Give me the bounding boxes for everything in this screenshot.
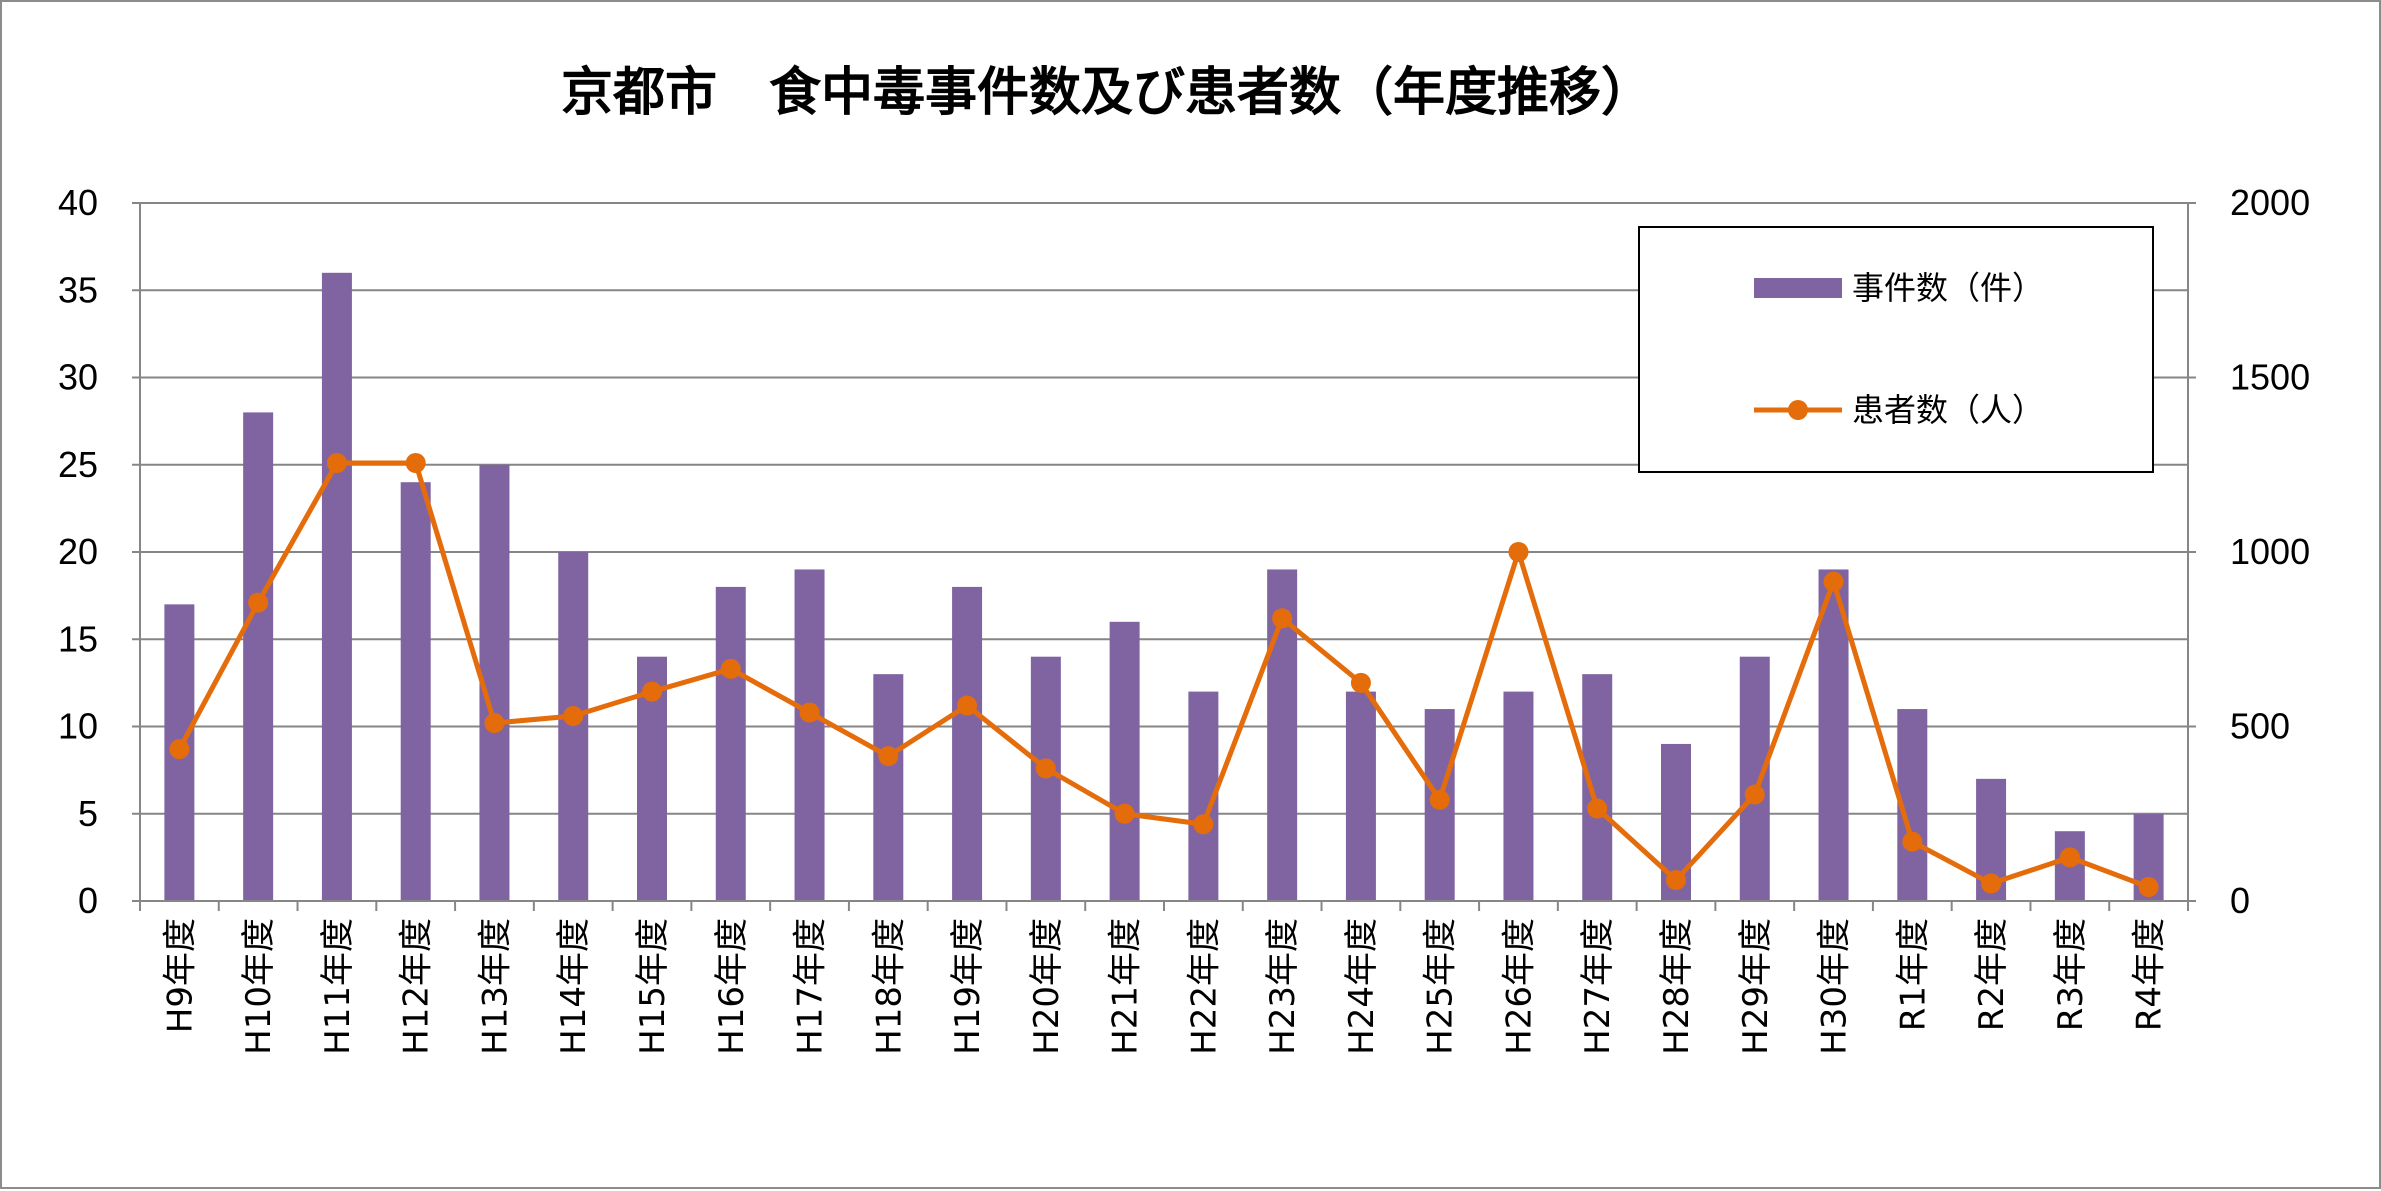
left-axis-tick-label: 40 [58, 182, 98, 223]
category-label: H20年度 [1027, 918, 1067, 1055]
point-H30年度 [1823, 571, 1844, 592]
category-label: H16年度 [712, 918, 752, 1055]
left-axis-tick-label: 0 [78, 880, 98, 921]
point-H16年度 [720, 658, 741, 679]
left-axis-tick-label: 30 [58, 357, 98, 398]
legend-box [1638, 226, 2154, 473]
category-label: R2年度 [1972, 918, 2012, 1031]
category-label: H28年度 [1657, 918, 1697, 1055]
category-label: H10年度 [239, 918, 279, 1055]
patient-count-line [177, 460, 2150, 890]
category-label: H24年度 [1342, 918, 1382, 1055]
point-H9年度 [169, 739, 190, 760]
category-label: H25年度 [1421, 918, 1461, 1055]
legend-line-label: 患者数（人） [1852, 391, 2044, 429]
point-H22年度 [1193, 814, 1214, 835]
right-axis-tick-label: 1500 [2230, 357, 2310, 398]
point-R3年度 [2059, 847, 2080, 868]
category-label: H9年度 [160, 918, 200, 1033]
axes [132, 202, 2196, 911]
bar-H29年度 [1739, 656, 1770, 901]
bar-H18年度 [873, 674, 904, 901]
point-H24年度 [1350, 672, 1371, 693]
legend-bar-swatch [1754, 278, 1842, 298]
point-H13年度 [484, 713, 505, 734]
point-H11年度 [326, 453, 347, 474]
point-H23年度 [1272, 608, 1293, 629]
tick-labels: 0 5 10 15 20 25 30 35 40 0 500 1000 1500 2000 H9年度 H10年… [58, 182, 2310, 1055]
category-label: H18年度 [869, 918, 909, 1055]
point-H21年度 [1114, 803, 1135, 824]
left-axis-tick-label: 20 [58, 531, 98, 572]
point-H14年度 [563, 706, 584, 727]
bar-H14年度 [558, 552, 589, 901]
bar-H10年度 [243, 412, 274, 901]
category-label: H27年度 [1578, 918, 1618, 1055]
category-label: H29年度 [1736, 918, 1776, 1055]
bar-H17年度 [794, 569, 825, 901]
point-R2年度 [1981, 873, 2002, 894]
left-axis-tick-label: 10 [58, 706, 98, 747]
bar-H20年度 [1030, 656, 1061, 901]
point-H18年度 [878, 746, 899, 767]
bar-H26年度 [1503, 691, 1534, 901]
right-axis-tick-label: 2000 [2230, 182, 2310, 223]
bar-H27年度 [1582, 674, 1613, 901]
bar-H11年度 [321, 272, 352, 901]
bar-H30年度 [1818, 569, 1849, 901]
category-label: H19年度 [948, 918, 988, 1055]
category-label: H17年度 [791, 918, 831, 1055]
point-H28年度 [1666, 870, 1686, 891]
legend-line-marker [1788, 400, 1808, 420]
category-label: H14年度 [554, 918, 594, 1055]
point-H25年度 [1429, 789, 1450, 810]
category-label: H11年度 [318, 918, 358, 1055]
category-label: H23年度 [1263, 918, 1303, 1055]
point-H17年度 [799, 702, 820, 723]
point-H19年度 [957, 695, 978, 716]
category-label: H21年度 [1106, 918, 1146, 1055]
bar-H12年度 [400, 482, 431, 901]
point-H27年度 [1587, 798, 1608, 819]
point-R1年度 [1902, 831, 1923, 852]
point-H15年度 [642, 681, 662, 702]
point-H20年度 [1035, 758, 1056, 779]
point-R4年度 [2138, 877, 2159, 898]
chart-title: 京都市 食中毒事件数及び患者数（年度推移） [561, 63, 1653, 123]
category-label: H22年度 [1184, 918, 1224, 1055]
category-label: H12年度 [397, 918, 437, 1055]
point-H10年度 [248, 592, 269, 613]
bar-H21年度 [1109, 621, 1140, 901]
left-axis-tick-label: 5 [78, 793, 98, 834]
category-label: H13年度 [475, 918, 515, 1055]
category-label: H15年度 [633, 918, 673, 1055]
left-axis-tick-label: 35 [58, 269, 98, 310]
left-axis-tick-label: 15 [58, 618, 98, 659]
line-series [169, 453, 2159, 898]
bar-H16年度 [715, 586, 746, 901]
bar-H24年度 [1345, 691, 1376, 901]
category-label: H30年度 [1815, 918, 1855, 1055]
point-H29年度 [1744, 784, 1765, 805]
right-axis-tick-label: 500 [2230, 706, 2290, 747]
category-label: R4年度 [2130, 918, 2170, 1031]
legend: 事件数（件） 患者数（人） [1638, 226, 2154, 473]
category-label: H26年度 [1499, 918, 1539, 1055]
point-H26年度 [1508, 542, 1529, 562]
point-H12年度 [405, 453, 426, 474]
bar-H19年度 [952, 586, 983, 901]
legend-bar-label: 事件数（件） [1852, 269, 2044, 307]
left-axis-tick-label: 25 [58, 444, 98, 485]
category-label: R1年度 [1893, 918, 1933, 1031]
right-axis-tick-label: 1000 [2230, 531, 2310, 572]
right-axis-tick-label: 0 [2230, 880, 2250, 921]
category-label: R3年度 [2051, 918, 2091, 1031]
